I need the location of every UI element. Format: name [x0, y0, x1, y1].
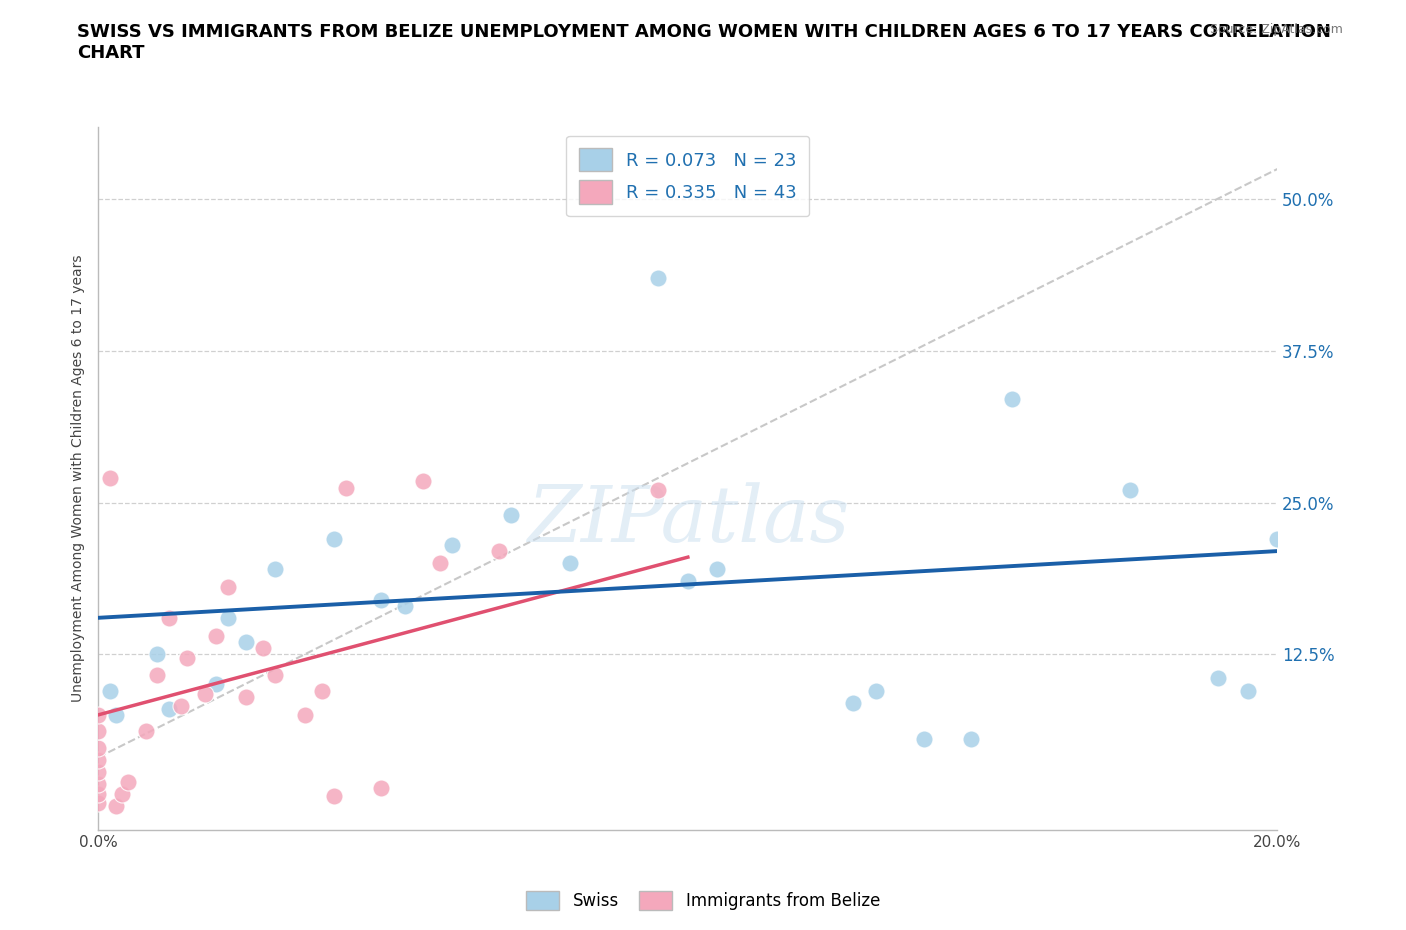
Legend: Swiss, Immigrants from Belize: Swiss, Immigrants from Belize — [519, 884, 887, 917]
Point — [264, 562, 287, 577]
Point — [1236, 684, 1258, 698]
Point — [98, 684, 121, 698]
Point — [323, 789, 346, 804]
Point — [205, 677, 228, 692]
Point — [412, 473, 434, 488]
Point — [157, 610, 180, 625]
Point — [370, 780, 392, 795]
Point — [146, 668, 169, 683]
Point — [1001, 392, 1024, 407]
Point — [264, 668, 287, 683]
Point — [335, 481, 357, 496]
Point — [394, 598, 416, 613]
Point — [912, 732, 935, 747]
Point — [865, 684, 887, 698]
Point — [235, 689, 257, 704]
Point — [706, 562, 728, 577]
Point — [370, 592, 392, 607]
Point — [87, 764, 110, 779]
Point — [311, 684, 333, 698]
Point — [87, 777, 110, 791]
Point — [647, 483, 669, 498]
Point — [111, 786, 134, 801]
Point — [1119, 483, 1142, 498]
Point — [429, 556, 451, 571]
Point — [647, 271, 669, 286]
Point — [146, 646, 169, 661]
Point — [205, 629, 228, 644]
Point — [105, 708, 128, 723]
Point — [105, 798, 128, 813]
Point — [87, 724, 110, 738]
Point — [323, 532, 346, 547]
Point — [87, 752, 110, 767]
Legend: R = 0.073   N = 23, R = 0.335   N = 43: R = 0.073 N = 23, R = 0.335 N = 43 — [567, 136, 810, 217]
Point — [1265, 532, 1288, 547]
Point — [217, 580, 239, 595]
Point — [87, 708, 110, 723]
Point — [676, 574, 699, 589]
Point — [441, 538, 464, 552]
Y-axis label: Unemployment Among Women with Children Ages 6 to 17 years: Unemployment Among Women with Children A… — [72, 255, 86, 702]
Point — [176, 650, 198, 665]
Point — [170, 698, 193, 713]
Point — [1208, 671, 1230, 686]
Text: ZIPatlas: ZIPatlas — [527, 483, 849, 559]
Point — [117, 774, 139, 789]
Point — [217, 610, 239, 625]
Point — [235, 634, 257, 649]
Point — [488, 544, 510, 559]
Point — [959, 732, 981, 747]
Point — [87, 786, 110, 801]
Text: Source: ZipAtlas.com: Source: ZipAtlas.com — [1209, 23, 1343, 36]
Point — [252, 641, 274, 656]
Point — [193, 686, 215, 701]
Point — [87, 740, 110, 755]
Text: SWISS VS IMMIGRANTS FROM BELIZE UNEMPLOYMENT AMONG WOMEN WITH CHILDREN AGES 6 TO: SWISS VS IMMIGRANTS FROM BELIZE UNEMPLOY… — [77, 23, 1331, 62]
Point — [558, 556, 581, 571]
Point — [87, 796, 110, 811]
Point — [294, 708, 316, 723]
Point — [135, 724, 157, 738]
Point — [842, 696, 865, 711]
Point — [157, 701, 180, 716]
Point — [98, 471, 121, 485]
Point — [499, 507, 522, 522]
